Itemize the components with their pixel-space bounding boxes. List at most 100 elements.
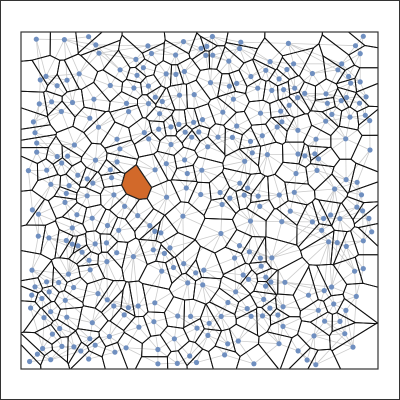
voronoi-cell — [43, 90, 63, 116]
delaunay-edge — [59, 328, 90, 340]
site-point — [329, 111, 335, 117]
voronoi-cell — [77, 263, 106, 285]
site-point — [328, 212, 334, 218]
delaunay-edge — [244, 161, 248, 189]
delaunay-edge — [109, 148, 121, 170]
site-point — [263, 283, 269, 289]
site-point — [338, 98, 344, 104]
site-point — [180, 213, 186, 219]
delaunay-edge — [345, 310, 354, 348]
delaunay-edge — [154, 144, 172, 171]
delaunay-edge — [281, 105, 290, 122]
site-point — [78, 348, 84, 354]
site-point — [218, 313, 224, 319]
site-point — [121, 312, 127, 318]
site-point — [291, 189, 297, 195]
delaunay-edge — [345, 179, 362, 196]
site-point — [275, 312, 281, 318]
delaunay-edge — [288, 43, 339, 71]
site-point — [159, 268, 165, 274]
site-point — [343, 177, 349, 183]
site-point — [112, 349, 118, 355]
site-point — [230, 96, 236, 102]
delaunay-edge — [143, 113, 160, 133]
site-point — [48, 309, 54, 315]
site-point — [64, 77, 70, 83]
delaunay-edge — [288, 43, 356, 47]
site-point — [309, 219, 315, 225]
site-point — [348, 80, 354, 86]
delaunay-edge — [64, 202, 73, 229]
site-point — [104, 259, 110, 265]
delaunay-edge — [61, 111, 90, 119]
delaunay-edge — [249, 251, 273, 259]
site-point — [187, 353, 193, 359]
site-point — [96, 50, 102, 56]
site-point — [156, 126, 162, 132]
delaunay-edge — [219, 161, 246, 193]
site-point — [323, 118, 329, 124]
site-point — [125, 305, 131, 311]
site-point — [135, 303, 141, 309]
delaunay-edge — [68, 244, 73, 275]
delaunay-edge — [137, 270, 163, 307]
delaunay-edge — [95, 159, 118, 163]
site-point — [130, 254, 136, 260]
site-point — [354, 179, 360, 185]
site-point — [225, 341, 231, 347]
delaunay-edge — [165, 163, 187, 189]
delaunay-edge — [203, 269, 236, 293]
site-point — [235, 338, 241, 344]
site-point — [313, 362, 319, 368]
delaunay-edge — [294, 192, 324, 219]
site-point — [86, 356, 92, 362]
delaunay-edge — [68, 178, 88, 186]
delaunay-edge — [207, 335, 225, 356]
site-point — [193, 270, 199, 276]
delaunay-edge — [337, 240, 364, 243]
delaunay-edge — [318, 158, 335, 190]
site-point — [302, 153, 308, 159]
site-point — [279, 119, 285, 125]
delaunay-edge — [265, 276, 286, 283]
voronoi-cell — [195, 68, 223, 101]
site-point — [150, 247, 156, 253]
site-point — [217, 189, 223, 196]
site-point — [331, 301, 337, 307]
site-point — [226, 83, 232, 89]
delaunay-edge — [34, 132, 58, 157]
site-point — [95, 124, 102, 130]
delaunay-edge — [30, 307, 43, 349]
delaunay-edge — [240, 41, 271, 62]
site-point — [159, 98, 165, 105]
delaunay-edge — [29, 359, 51, 362]
voronoi-cell — [54, 216, 88, 237]
voronoi-cell — [99, 233, 119, 253]
delaunay-edge — [293, 192, 313, 223]
site-point — [218, 230, 224, 237]
site-point — [206, 320, 212, 326]
delaunay-edge — [221, 194, 245, 205]
site-point — [104, 297, 110, 303]
site-point — [257, 203, 263, 209]
site-point — [43, 73, 49, 79]
delaunay-edge — [243, 194, 261, 207]
site-point — [263, 67, 269, 73]
voronoi-cell — [56, 59, 80, 93]
sites-layer — [25, 33, 375, 368]
voronoi-cell — [209, 287, 240, 315]
site-point — [267, 305, 273, 311]
site-point — [65, 153, 71, 159]
site-point — [181, 261, 187, 267]
delaunay-edge — [324, 320, 346, 335]
site-point — [104, 222, 111, 229]
delaunay-edge — [277, 314, 280, 344]
site-point — [163, 161, 169, 167]
delaunay-edge — [201, 169, 240, 184]
delaunay-edge — [78, 44, 97, 74]
site-point — [173, 71, 179, 77]
site-point — [126, 109, 132, 115]
site-point — [291, 61, 297, 67]
site-point — [114, 136, 120, 142]
delaunay-edge — [95, 44, 121, 71]
